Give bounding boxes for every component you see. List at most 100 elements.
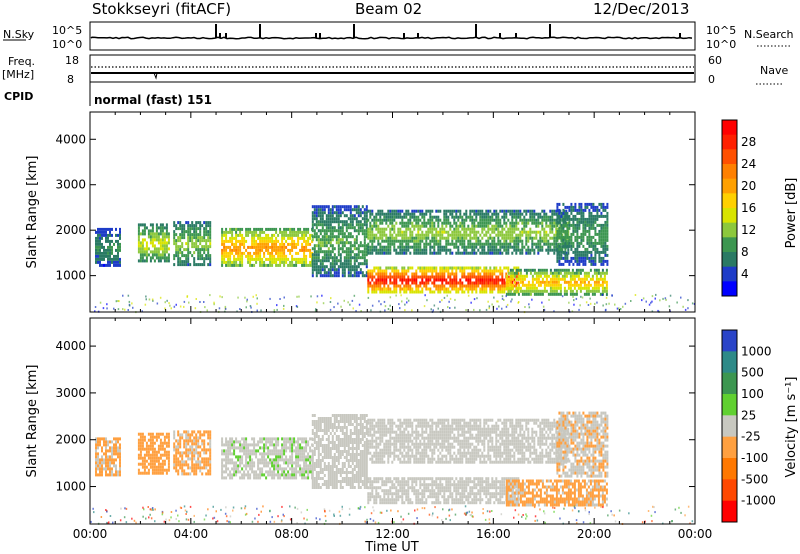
- velocity-echo-cell: [119, 449, 121, 453]
- power-echo-cell: [545, 230, 548, 234]
- power-echo-cell: [401, 281, 404, 285]
- power-echo-cell: [511, 268, 514, 272]
- power-echo-cell: [461, 233, 464, 237]
- power-echo-cell: [391, 269, 394, 273]
- velocity-echo-cell: [237, 467, 240, 471]
- power-echo-cell: [339, 211, 342, 215]
- power-echo-cell: [321, 274, 324, 278]
- velocity-echo-cell: [137, 438, 140, 442]
- power-echo-cell: [527, 286, 530, 290]
- power-echo-cell: [539, 245, 542, 249]
- power-echo-cell: [201, 254, 204, 258]
- power-echo-cell: [365, 217, 368, 221]
- power-echo-cell: [475, 215, 478, 219]
- velocity-echo-cell: [273, 461, 276, 465]
- velocity-echo-cell: [101, 458, 103, 462]
- power-echo-cell: [335, 256, 338, 260]
- power-echo-cell: [341, 250, 344, 254]
- power-echo-cell: [405, 272, 408, 276]
- velocity-echo-cell: [231, 467, 234, 471]
- velocity-echo-cell: [165, 444, 168, 448]
- velocity-echo-cell: [181, 454, 184, 458]
- power-echo-cell: [599, 274, 602, 278]
- power-echo-cell: [101, 227, 103, 231]
- power-echo-cell: [313, 232, 316, 236]
- power-echo-cell: [193, 245, 196, 249]
- power-echo-cell: [598, 223, 601, 227]
- power-echo-cell: [592, 262, 595, 266]
- power-echo-cell: [321, 211, 324, 215]
- power-echo-cell: [578, 205, 581, 209]
- power-echo-cell: [572, 232, 575, 236]
- velocity-echo-cell: [271, 443, 274, 447]
- power-echo-cell: [499, 245, 502, 249]
- power-echo-cell: [606, 211, 609, 215]
- power-echo-cell: [141, 223, 144, 227]
- power-echo-cell: [401, 269, 404, 273]
- power-noise-cell: [501, 307, 503, 310]
- power-echo-cell: [379, 269, 382, 273]
- power-echo-cell: [507, 236, 510, 240]
- power-echo-cell: [397, 227, 400, 231]
- power-echo-cell: [197, 263, 200, 267]
- power-echo-cell: [417, 275, 420, 279]
- power-echo-cell: [465, 245, 468, 249]
- power-noise-cell: [404, 303, 406, 306]
- power-echo-cell: [147, 229, 150, 233]
- power-echo-cell: [165, 223, 168, 227]
- power-echo-cell: [471, 230, 474, 234]
- power-echo-cell: [231, 233, 234, 237]
- power-echo-cell: [463, 275, 466, 279]
- power-echo-cell: [511, 236, 514, 240]
- power-echo-cell: [193, 233, 196, 237]
- power-echo-cell: [223, 251, 226, 255]
- power-echo-cell: [483, 281, 486, 285]
- power-echo-cell: [189, 239, 192, 243]
- power-echo-cell: [395, 287, 398, 291]
- power-echo-cell: [177, 257, 180, 261]
- power-echo-cell: [433, 248, 436, 252]
- power-echo-cell: [592, 202, 595, 206]
- power-echo-cell: [445, 242, 448, 246]
- power-echo-cell: [331, 229, 334, 233]
- power-echo-cell: [389, 272, 392, 276]
- power-echo-cell: [569, 274, 572, 278]
- power-echo-cell: [491, 212, 494, 216]
- power-echo-cell: [531, 230, 534, 234]
- power-echo-cell: [255, 233, 258, 237]
- power-echo-cell: [517, 272, 520, 276]
- velocity-echo-cell: [277, 467, 280, 471]
- power-echo-cell: [321, 241, 324, 245]
- velocity-echo-cell: [273, 443, 276, 447]
- power-echo-cell: [469, 272, 472, 276]
- power-echo-cell: [317, 247, 320, 251]
- power-echo-cell: [179, 233, 182, 237]
- power-echo-cell: [563, 271, 566, 275]
- power-echo-cell: [443, 287, 446, 291]
- power-echo-cell: [273, 233, 276, 237]
- power-echo-cell: [301, 263, 304, 267]
- power-echo-cell: [493, 239, 496, 243]
- power-echo-cell: [425, 272, 428, 276]
- power-echo-cell: [562, 244, 565, 248]
- power-echo-cell: [181, 251, 184, 255]
- power-echo-cell: [503, 266, 506, 270]
- power-echo-cell: [594, 250, 597, 254]
- power-echo-cell: [367, 281, 370, 285]
- power-echo-cell: [139, 244, 142, 248]
- velocity-echo-cell: [191, 457, 194, 461]
- power-echo-cell: [549, 236, 552, 240]
- power-echo-cell: [551, 215, 554, 219]
- power-echo-cell: [431, 227, 434, 231]
- velocity-echo-cell: [165, 441, 168, 445]
- power-echo-cell: [582, 262, 585, 266]
- power-echo-cell: [529, 218, 532, 222]
- power-echo-cell: [277, 233, 280, 237]
- power-echo-cell: [415, 224, 418, 228]
- power-echo-cell: [600, 262, 603, 266]
- power-echo-cell: [119, 260, 121, 264]
- power-echo-cell: [261, 260, 264, 264]
- power-echo-cell: [115, 254, 117, 258]
- power-echo-cell: [533, 268, 536, 272]
- power-echo-cell: [395, 275, 398, 279]
